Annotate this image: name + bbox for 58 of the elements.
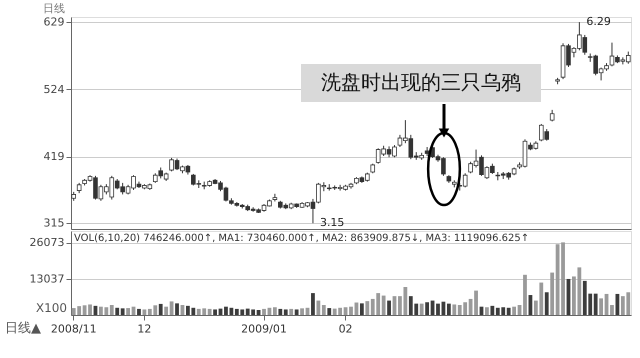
bar xyxy=(452,304,456,315)
chart-title: 日线 xyxy=(43,2,66,16)
text: 日线▲ xyxy=(5,321,41,336)
bar xyxy=(408,296,413,315)
candlestick xyxy=(370,163,376,174)
bar xyxy=(387,300,391,315)
bar xyxy=(289,308,294,315)
bar xyxy=(175,303,179,315)
bar xyxy=(528,295,532,315)
candlestick xyxy=(76,182,82,194)
bar xyxy=(294,309,299,315)
bar xyxy=(566,278,570,315)
annotation: 6.29 xyxy=(586,15,611,28)
bar xyxy=(327,308,332,315)
bar xyxy=(582,280,587,315)
x-tick-label: 2009/01 xyxy=(241,322,287,336)
bar xyxy=(180,305,184,315)
annotation: 3.15 xyxy=(320,216,344,230)
candlestick xyxy=(462,172,468,188)
bar xyxy=(360,303,364,315)
bar xyxy=(414,304,418,315)
y-tick-label: 26073 xyxy=(30,236,64,250)
bar xyxy=(365,301,370,315)
bar xyxy=(72,308,76,315)
bar xyxy=(594,294,598,315)
bar xyxy=(501,307,506,315)
bar xyxy=(153,305,158,315)
y-tick-label: 629 xyxy=(44,16,64,29)
bar xyxy=(284,309,288,315)
bar xyxy=(626,292,630,315)
bar xyxy=(420,304,424,315)
bar xyxy=(137,308,141,315)
bar xyxy=(616,294,620,315)
x-tick-label: 12 xyxy=(137,322,152,336)
bar xyxy=(588,294,592,315)
bar xyxy=(485,307,489,315)
bar xyxy=(158,304,163,315)
bar xyxy=(94,306,98,315)
x-tick-label: 02 xyxy=(338,322,353,336)
bar xyxy=(544,292,549,315)
y-tick-label: 315 xyxy=(44,216,64,230)
x-tick-label: 2008/11 xyxy=(50,322,97,336)
text: X100 xyxy=(36,301,67,315)
bar xyxy=(240,309,244,315)
y-tick-label: 419 xyxy=(44,150,64,164)
bar xyxy=(480,306,484,315)
candlestick xyxy=(550,109,554,122)
bar xyxy=(620,296,625,315)
chart-title: VOL(6,10,20) 746246.000↑, MA1: 730460.000↑, MA2: 863909.875↓, MA3: 1119096.625↑ xyxy=(74,233,530,244)
annotation: 洗盘时出现的三只乌鸦 xyxy=(321,70,521,94)
bar xyxy=(110,305,114,315)
bar xyxy=(311,293,315,315)
bar xyxy=(196,308,201,315)
bar xyxy=(458,305,462,315)
y-tick-label: 13037 xyxy=(30,272,64,286)
bar xyxy=(278,308,282,315)
bar xyxy=(370,298,375,315)
y-tick-label: 524 xyxy=(44,82,64,96)
